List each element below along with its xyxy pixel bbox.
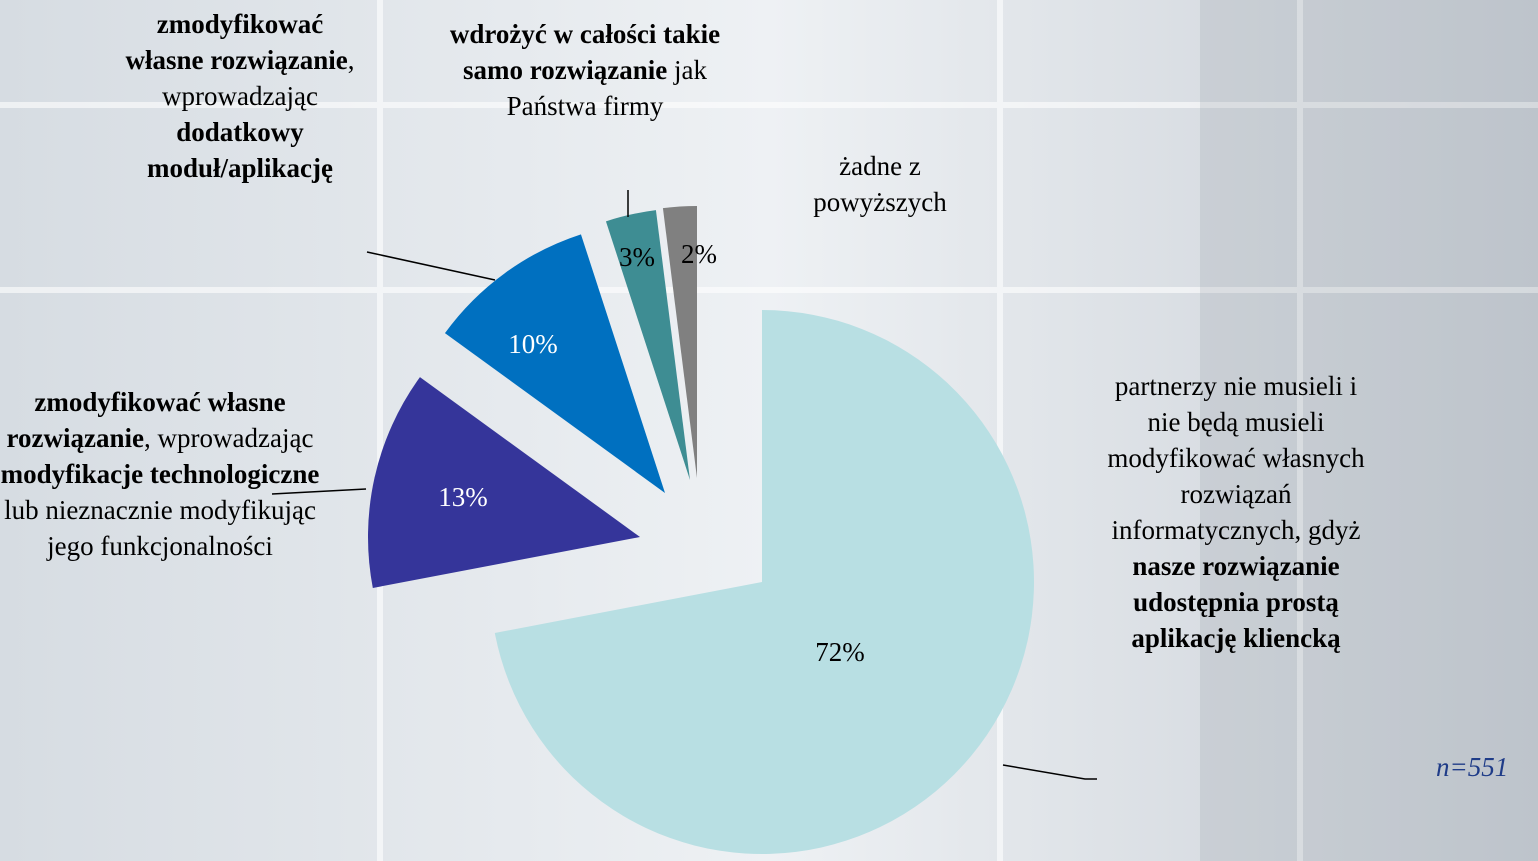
pie-slice <box>605 210 690 480</box>
category-label-run: żadne z powyższych <box>813 151 947 217</box>
category-label: żadne z powyższych <box>780 148 980 220</box>
leader-line <box>271 488 367 495</box>
category-label-run: nasze rozwiązanie udostępnia prostą apli… <box>1131 551 1341 653</box>
category-label-run: modyfikacje technologiczne <box>0 459 320 489</box>
value-label: 13% <box>438 482 488 512</box>
pie-slice <box>494 310 1035 854</box>
category-label-run: dodatkowy moduł/aplikację <box>146 117 334 183</box>
sample-size-note: n=551 <box>1436 752 1509 782</box>
category-label-run: zmodyfikować własne rozwiązanie <box>125 9 348 75</box>
pie-slice <box>662 206 697 478</box>
leader-line <box>1002 764 1097 780</box>
category-label-run: partnerzy nie musieli i nie będą musieli… <box>1107 371 1365 545</box>
category-label-run: jak Państwa firmy <box>506 55 707 121</box>
category-label: partnerzy nie musieli i nie będą musieli… <box>1101 368 1371 656</box>
category-label-run: , wprowadzając <box>162 45 355 111</box>
pie-slice <box>368 377 640 588</box>
value-label: 10% <box>508 329 558 359</box>
leader-line <box>366 251 496 281</box>
category-label: zmodyfikować własne rozwiązanie, wprowad… <box>0 384 320 564</box>
value-label: 2% <box>681 239 717 269</box>
category-label-run: zmodyfikować własne rozwiązanie <box>6 387 286 453</box>
category-label: zmodyfikować własne rozwiązanie, wprowad… <box>115 6 365 186</box>
category-label-run: wdrożyć w całości takie samo rozwiązanie <box>449 19 721 85</box>
pie-slice <box>444 234 665 493</box>
category-label-run: , wprowadzając <box>144 423 314 453</box>
value-label: 3% <box>619 242 655 272</box>
value-label: 72% <box>815 637 865 667</box>
category-label-run: lub nieznacznie modyfikując jego funkcjo… <box>4 495 316 561</box>
category-label: wdrożyć w całości takie samo rozwiązanie… <box>435 16 735 124</box>
